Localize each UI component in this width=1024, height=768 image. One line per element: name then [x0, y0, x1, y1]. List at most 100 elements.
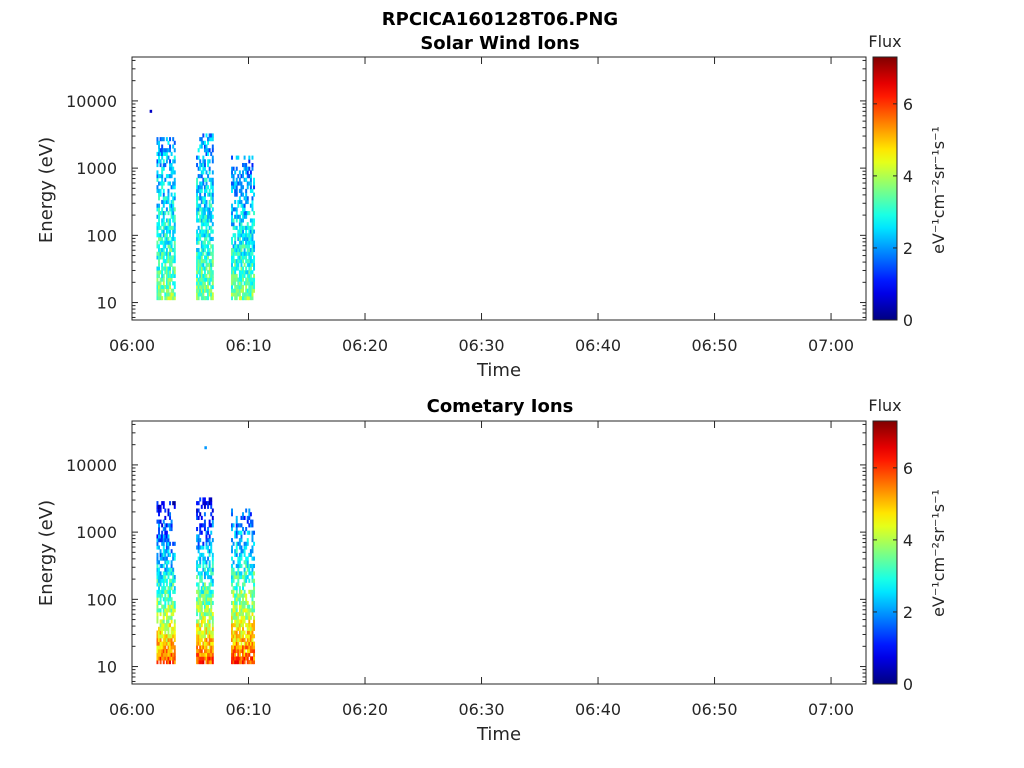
spectrogram-cell — [211, 292, 214, 297]
spectrogram-cell — [237, 648, 240, 654]
spectrogram-cell — [208, 541, 211, 546]
spectrogram-cell — [251, 207, 254, 212]
spectrogram-cell — [208, 549, 211, 554]
spectrogram-cell — [158, 188, 161, 193]
spectrogram-cell — [251, 626, 254, 631]
spectrogram-cell — [167, 211, 170, 216]
spectrogram-cell — [172, 218, 175, 223]
spectrogram-cell — [169, 567, 172, 572]
spectrogram-cell — [248, 615, 251, 620]
spectrogram-cell — [253, 530, 256, 535]
spectrogram-cell — [240, 600, 243, 606]
spectrogram-cell — [167, 188, 170, 193]
spectrogram-cell — [207, 148, 210, 153]
spectrogram-cell — [197, 589, 200, 594]
spectrogram-cell — [242, 615, 245, 620]
spectrogram-cell — [207, 530, 210, 535]
spectrogram-cell — [161, 534, 164, 539]
spectrogram-cell — [159, 637, 162, 642]
spectrogram-cell — [165, 155, 168, 160]
spectrogram-cell — [246, 270, 249, 275]
spectrogram-cell — [237, 593, 240, 598]
spectrogram-cell — [211, 641, 214, 646]
spectrogram-cell — [251, 571, 254, 576]
spectrogram-cell — [249, 292, 252, 297]
spectrogram-cell — [165, 288, 168, 293]
spectrogram-cell — [203, 648, 206, 654]
spectrogram-cell — [238, 225, 241, 230]
spectrogram-cell — [240, 244, 243, 249]
spectrogram-cell — [246, 236, 249, 242]
spectrogram-cell — [237, 641, 240, 646]
spectrogram-cell — [167, 641, 170, 646]
spectrogram-cell — [202, 244, 205, 249]
spectrogram-cell — [211, 563, 214, 569]
isolated-point — [204, 446, 207, 450]
spectrogram-cell — [199, 166, 202, 171]
spectrogram-cell — [246, 244, 249, 249]
spectrogram-cell — [249, 284, 252, 290]
spectrogram-cell — [197, 634, 200, 639]
spectrogram-cell — [248, 652, 251, 657]
spectrogram-cell — [246, 262, 249, 267]
spectrogram-cell — [156, 207, 159, 212]
spectrogram-cell — [158, 270, 161, 275]
spectrogram-cell — [170, 203, 173, 208]
spectrogram-cell — [240, 619, 243, 624]
spectrogram-cell — [162, 255, 165, 260]
spectrogram-cell — [169, 174, 172, 179]
spectrogram-cell — [242, 207, 245, 212]
spectrogram-cell — [234, 593, 237, 598]
spectrogram-cell — [170, 560, 173, 565]
spectrogram-cell — [245, 556, 248, 561]
spectrogram-cell — [165, 634, 168, 639]
spectrogram-cell — [170, 207, 173, 212]
spectrogram-cell — [237, 652, 240, 657]
spectrogram-cell — [169, 589, 172, 594]
spectrogram-cell — [253, 281, 256, 286]
spectrogram-cell — [161, 589, 164, 594]
x-tick-label: 06:10 — [225, 336, 271, 355]
spectrogram-cell — [240, 211, 243, 216]
spectrogram-cell — [158, 251, 161, 256]
spectrogram-cell — [170, 578, 173, 583]
spectrogram-cell — [234, 185, 237, 190]
spectrogram-cell — [173, 225, 176, 230]
spectrogram-cell — [199, 236, 202, 242]
spectrogram-cell — [245, 600, 248, 606]
spectrogram-cell — [162, 188, 165, 193]
spectrogram-cell — [208, 623, 211, 628]
spectrogram-cell — [196, 240, 199, 245]
spectrogram-cell — [205, 188, 208, 193]
spectrogram-cell — [234, 575, 237, 580]
spectrogram-cell — [165, 615, 168, 620]
spectrogram-cell — [242, 229, 245, 234]
spectrogram-cell — [203, 652, 206, 657]
spectrogram-cell — [170, 634, 173, 639]
spectrogram-cell — [196, 266, 199, 271]
spectrogram-cell — [159, 270, 162, 275]
spectrogram-cell — [249, 608, 252, 613]
spectrogram-cell — [197, 218, 200, 223]
spectrogram-cell — [245, 578, 248, 583]
spectrogram-cell — [159, 508, 162, 513]
spectrogram-cell — [211, 630, 214, 635]
spectrogram-cell — [234, 181, 237, 186]
spectrogram-cell — [165, 296, 168, 301]
spectrogram-cell — [234, 645, 237, 650]
spectrogram-cell — [205, 229, 208, 234]
spectrogram-cell — [172, 229, 175, 234]
spectrogram-cell — [170, 236, 173, 242]
spectrogram-cell — [210, 549, 213, 554]
spectrogram-cell — [203, 560, 206, 565]
spectrogram-cell — [203, 597, 206, 602]
spectrogram-cell — [210, 652, 213, 657]
spectrogram-cell — [169, 623, 172, 628]
spectrogram-cell — [158, 296, 161, 301]
spectrogram-cell — [208, 211, 211, 216]
spectrogram-cell — [246, 604, 249, 609]
spectrogram-cell — [246, 248, 249, 253]
spectrogram-cell — [248, 233, 251, 238]
spectrogram-cell — [196, 652, 199, 657]
spectrogram-cell — [203, 612, 206, 617]
